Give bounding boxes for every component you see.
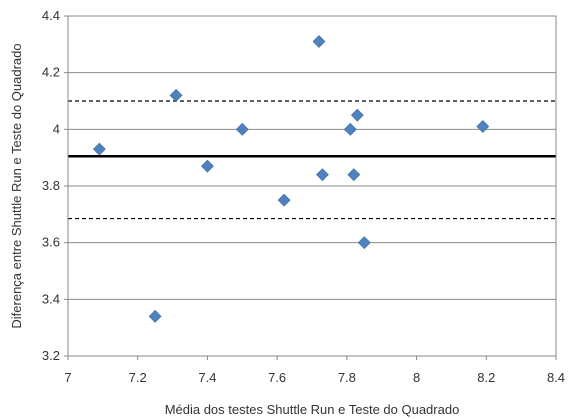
x-tick-label: 7.8 [338, 370, 356, 385]
x-axis-title: Média dos testes Shuttle Run e Teste do … [165, 402, 460, 417]
y-axis-ticks: 3.2 3.4 3.6 3.8 4 4.2 4.4 [42, 8, 68, 363]
y-tick-label: 3.2 [42, 348, 60, 363]
y-tick-label: 3.4 [42, 291, 60, 306]
data-points [93, 36, 488, 323]
x-tick-label: 7 [64, 370, 71, 385]
reference-lines [68, 101, 556, 219]
y-tick-label: 4.4 [42, 8, 60, 23]
data-point [351, 109, 363, 121]
data-point [348, 169, 360, 181]
y-tick-label: 3.8 [42, 178, 60, 193]
data-point [93, 143, 105, 155]
x-tick-label: 7.2 [129, 370, 147, 385]
data-point [149, 310, 161, 322]
data-point [236, 123, 248, 135]
x-axis-ticks: 7 7.2 7.4 7.6 7.8 8 8.2 8.4 [64, 356, 565, 385]
y-tick-label: 4.2 [42, 65, 60, 80]
data-point [358, 237, 370, 249]
x-tick-label: 8.2 [477, 370, 495, 385]
x-tick-label: 8.4 [547, 370, 565, 385]
data-point [278, 194, 290, 206]
grid-lines [68, 16, 556, 356]
data-point [201, 160, 213, 172]
data-point [477, 121, 489, 133]
data-point [170, 89, 182, 101]
data-point [313, 36, 325, 48]
x-tick-label: 7.4 [198, 370, 216, 385]
data-point [316, 169, 328, 181]
data-point [344, 123, 356, 135]
x-tick-label: 7.6 [268, 370, 286, 385]
y-tick-label: 3.6 [42, 235, 60, 250]
y-tick-label: 4 [53, 121, 60, 136]
x-tick-label: 8 [413, 370, 420, 385]
y-axis-title: Diferença entre Shuttle Run e Teste do Q… [9, 43, 24, 328]
